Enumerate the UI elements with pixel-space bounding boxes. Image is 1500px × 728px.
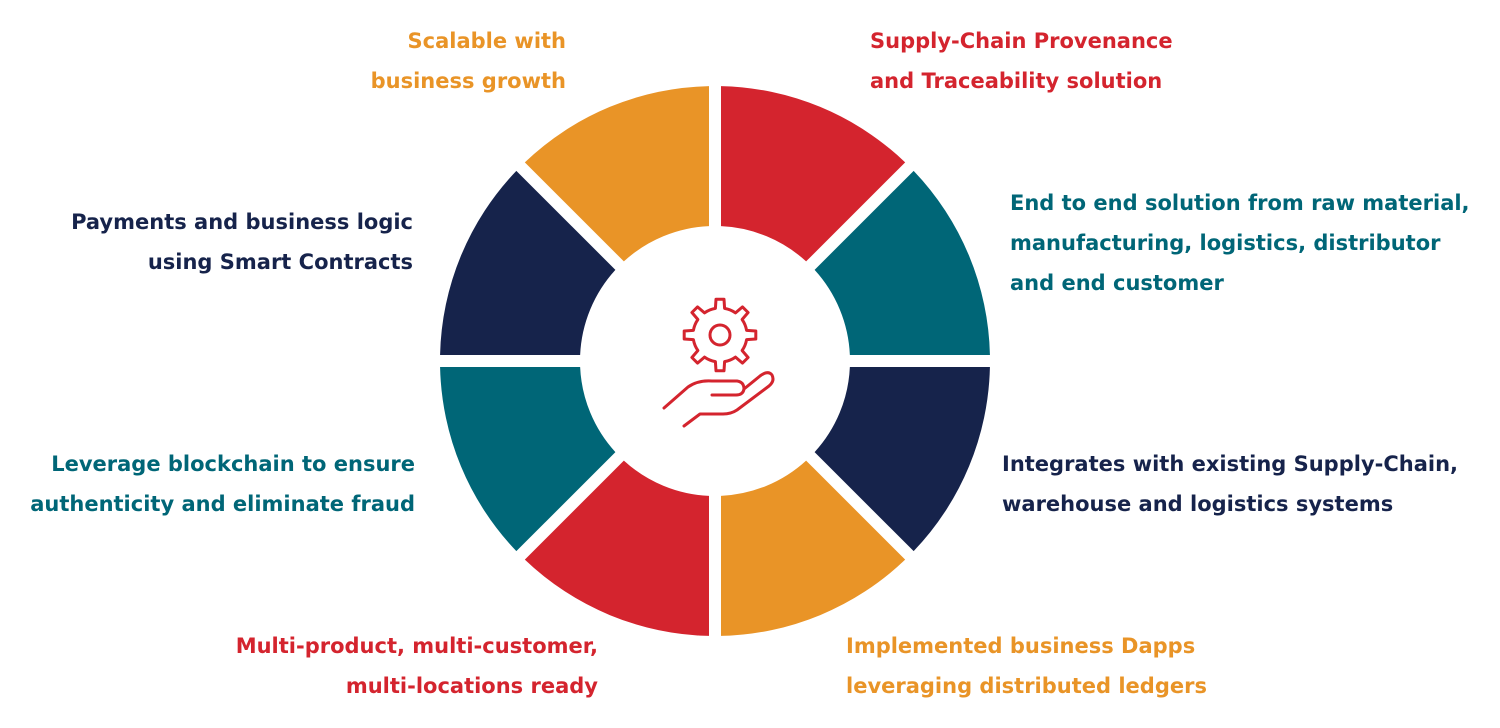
label-multi-product: Multi-product, multi-customer, multi-loc… (236, 626, 598, 706)
label-line: Integrates with existing Supply-Chain, (1002, 452, 1459, 476)
wheel-segment-left-bottom (440, 366, 616, 552)
label-line: authenticity and eliminate fraud (30, 492, 415, 516)
wheel-segment-bottom-left (524, 460, 710, 636)
gear-in-hand-icon (662, 297, 775, 428)
gear-hub-icon (708, 323, 732, 347)
label-line: business growth (370, 69, 566, 93)
gear-icon (682, 297, 758, 373)
label-leverage-blockchain: Leverage blockchain to ensure authentici… (30, 444, 415, 524)
label-line: Payments and business logic (71, 210, 413, 234)
label-line: warehouse and logistics systems (1002, 492, 1394, 516)
label-line: multi-locations ready (345, 674, 598, 698)
wheel-segment-bottom-right (720, 460, 906, 636)
label-line: Scalable with (407, 29, 566, 53)
wheel-segment-top-left (524, 86, 710, 262)
label-supply-chain-provenance: Supply-Chain Provenance and Traceability… (870, 21, 1173, 101)
label-scalable: Scalable with business growth (371, 21, 566, 101)
wheel-segment-right-top (814, 170, 990, 356)
label-line: Implemented business Dapps (846, 634, 1196, 658)
label-end-to-end-solution: End to end solution from raw material, m… (1010, 183, 1470, 303)
label-line: and end customer (1010, 271, 1224, 295)
label-line: Multi-product, multi-customer, (235, 634, 598, 658)
label-line: Supply-Chain Provenance (870, 29, 1173, 53)
wheel-segments (440, 86, 990, 636)
wheel-segment-left-top (440, 170, 616, 356)
label-integrates-systems: Integrates with existing Supply-Chain, w… (1002, 444, 1458, 524)
wheel-segment-top-right (720, 86, 906, 262)
label-line: End to end solution from raw material, (1010, 191, 1470, 215)
hand-icon (662, 371, 775, 428)
label-line: using Smart Contracts (147, 250, 413, 274)
label-payments-smart-contracts: Payments and business logic using Smart … (71, 202, 413, 282)
label-line: and Traceability solution (870, 69, 1163, 93)
label-business-dapps: Implemented business Dapps leveraging di… (846, 626, 1207, 706)
label-line: leveraging distributed ledgers (846, 674, 1207, 698)
label-line: Leverage blockchain to ensure (51, 452, 415, 476)
label-line: manufacturing, logistics, distributor (1010, 231, 1441, 255)
wheel-segment-right-bottom (814, 366, 990, 552)
